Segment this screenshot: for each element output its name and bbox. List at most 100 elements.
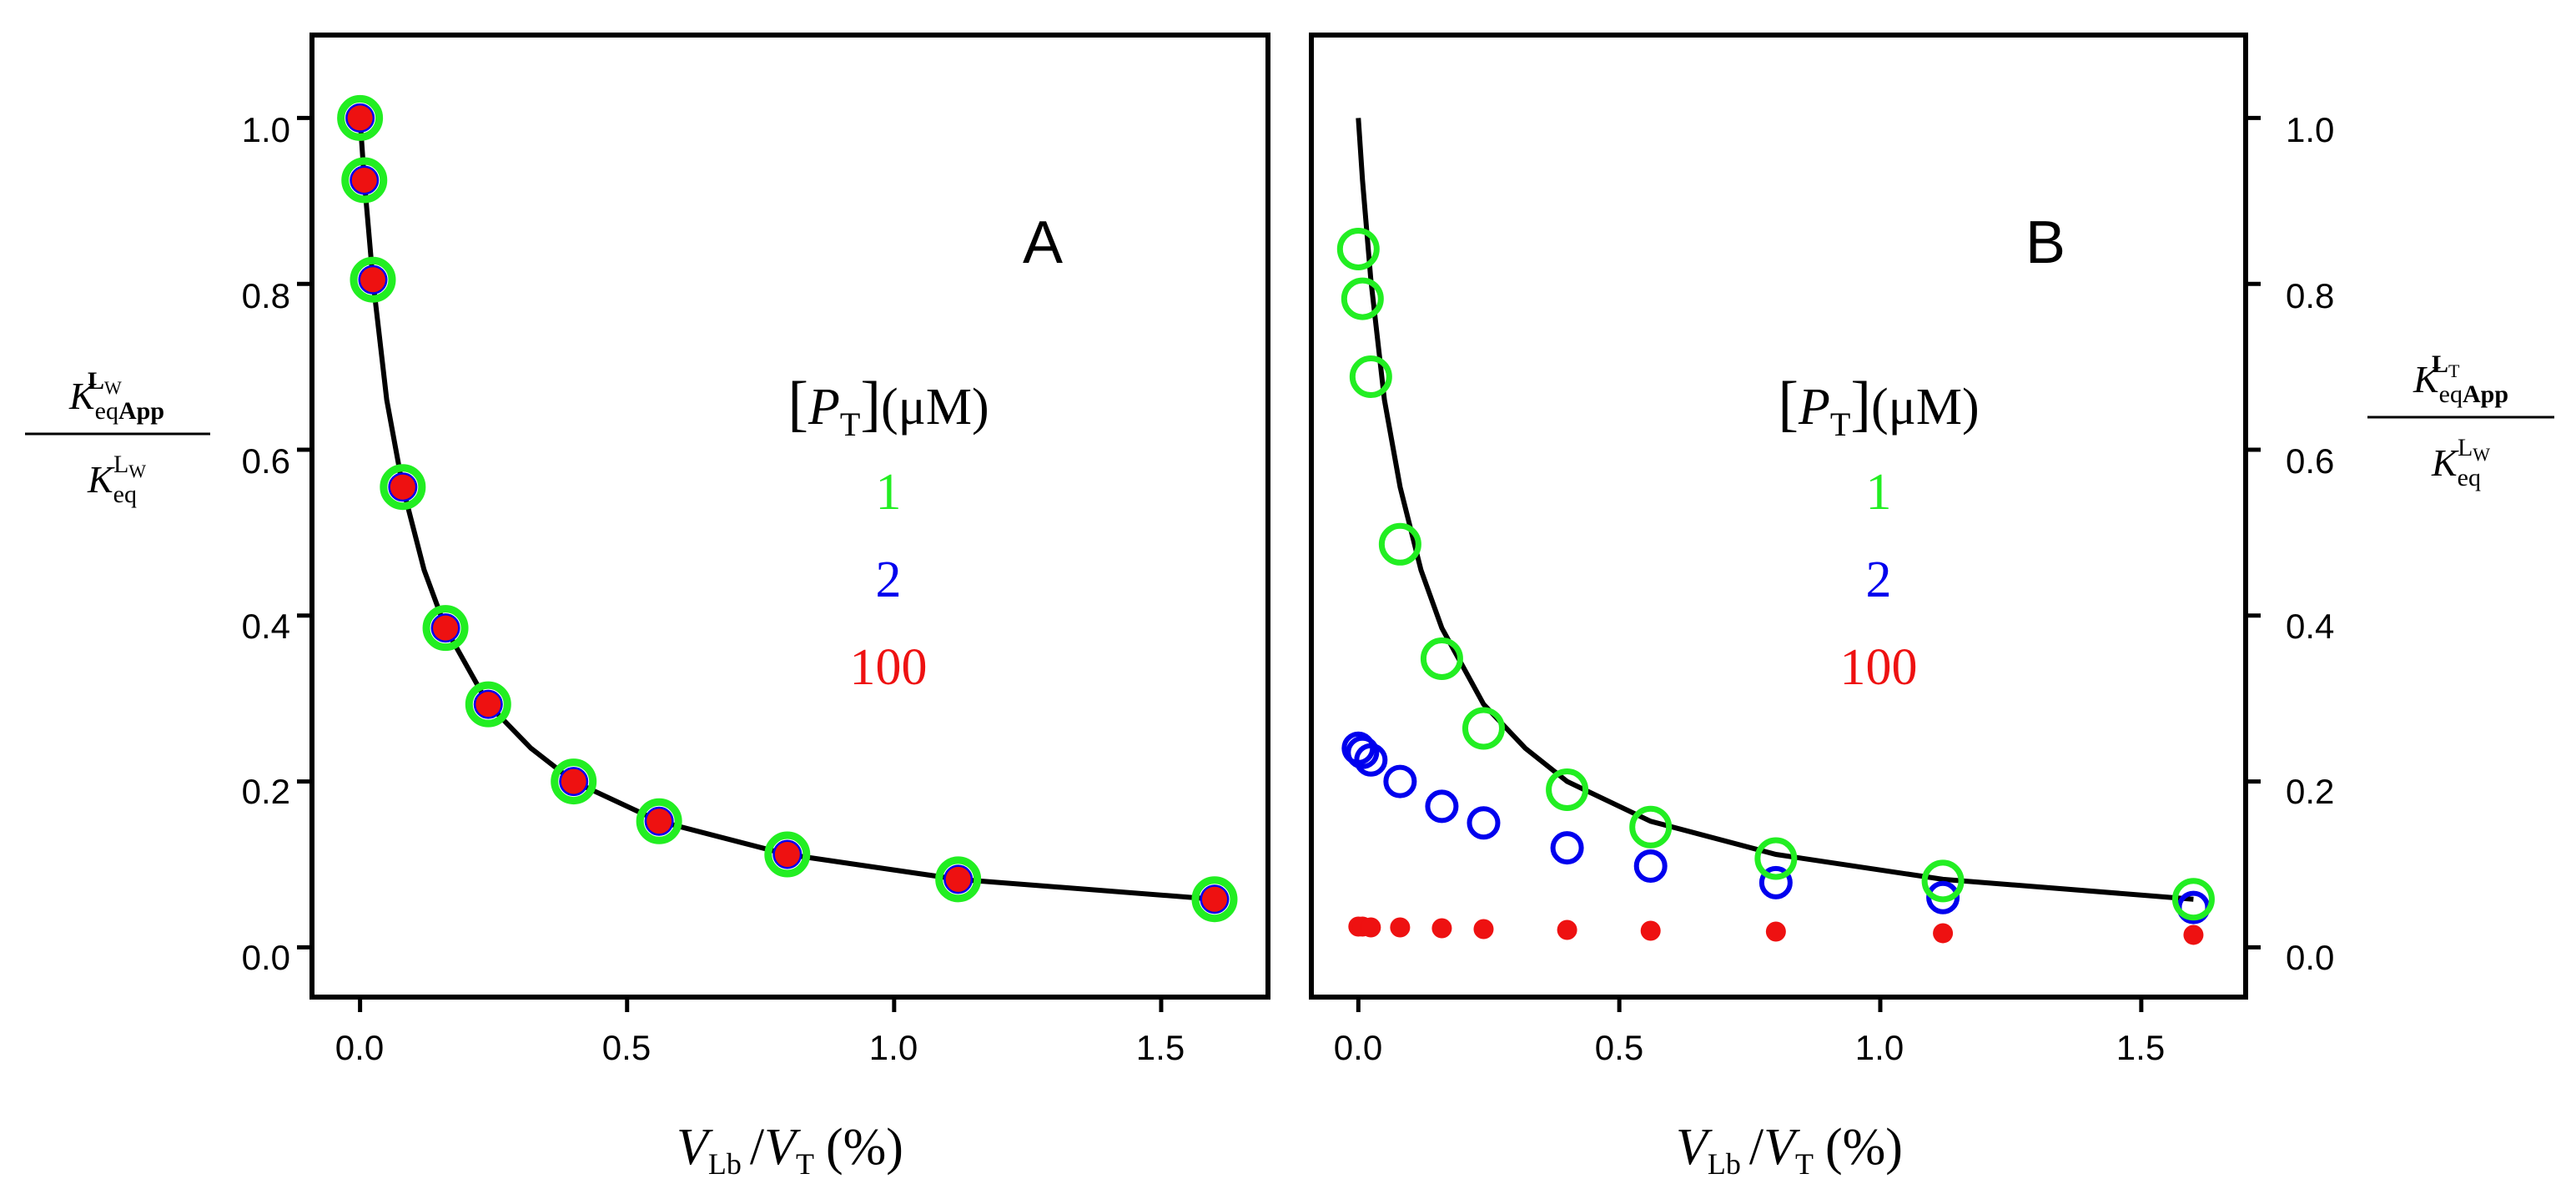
a-point-series-1: [380, 464, 426, 511]
a-point-series-1: [422, 605, 469, 652]
b-fit-curve: [1356, 118, 2194, 902]
b-point-series-2: [1550, 831, 1584, 865]
b-ytick-label: 0.0: [2286, 938, 2334, 977]
a-point-series-2: [772, 839, 802, 869]
panel-b: 1.0 0.8 0.6 0.4 0.2 0.0 0.0 0.5 1.0 1.5 …: [1309, 33, 2554, 1181]
b-point-series-100: [1557, 919, 1577, 940]
a-point-series-2: [358, 264, 388, 295]
b-point-series-2: [1346, 735, 1380, 769]
b-ytick-label: 0.4: [2286, 607, 2334, 646]
a-ytick-label: 0.2: [242, 772, 290, 811]
a-point-series-2: [1200, 884, 1230, 914]
a-legend: [PT](μM) 1 2 100: [787, 370, 989, 696]
a-point-series-1: [465, 681, 511, 728]
b-point-series-2: [1926, 880, 1960, 914]
b-point-series-1: [1349, 355, 1392, 399]
a-point-series-2: [473, 689, 503, 719]
a-ytick-label: 1.0: [242, 110, 290, 149]
b-point-series-2: [1633, 849, 1668, 883]
panel-a: 1.0 0.8 0.6 0.4 0.2 0.0 0.0 0.5 1.0 1.5 …: [25, 33, 1270, 1181]
b-point-series-1: [1420, 637, 1463, 680]
a-point-series-2: [350, 165, 380, 195]
b-panel-letter: B: [2025, 209, 2065, 276]
b-point-series-1: [2171, 878, 2215, 921]
a-legend-entry-100: 100: [850, 639, 928, 696]
a-ytick-label: 0.8: [242, 276, 290, 315]
a-point-series-100: [647, 809, 672, 834]
b-plot-frame: [1309, 33, 2248, 1000]
b-legend-title: [PT](μM): [1778, 370, 1979, 443]
b-point-series-100: [1933, 923, 1954, 944]
a-point-series-100: [433, 615, 459, 641]
a-point-series-2: [559, 767, 589, 797]
a-xtick-label: 1.5: [1136, 1028, 1185, 1067]
a-y-label-denominator: KeqLW: [87, 451, 146, 508]
a-y-axis-label: KeqAppLW KeqLW: [25, 367, 210, 508]
a-point-series-100: [360, 267, 385, 293]
panel-b-ticks: [1356, 115, 2261, 1012]
a-legend-entry-1: 1: [876, 464, 902, 521]
b-point-series-100: [1361, 917, 1381, 938]
b-legend: [PT](μM) 1 2 100: [1778, 370, 1979, 696]
a-point-series-2: [430, 613, 460, 643]
a-panel-letter: A: [1023, 209, 1063, 276]
b-xtick-label: 0.5: [1595, 1028, 1643, 1067]
a-xtick-label: 0.0: [335, 1028, 384, 1067]
a-point-series-1: [350, 256, 396, 303]
a-ytick-label: 0.6: [242, 441, 290, 481]
b-point-series-1: [1462, 707, 1505, 750]
a-point-series-2: [345, 103, 375, 133]
b-point-series-100: [2183, 924, 2204, 945]
b-x-axis-label: VLb/VT (%): [1676, 1119, 1903, 1181]
a-point-series-100: [1201, 886, 1227, 912]
a-xtick-label: 0.5: [602, 1028, 651, 1067]
b-y-label-denominator: KeqLW: [2431, 434, 2490, 491]
a-point-series-2: [644, 806, 674, 836]
a-point-series-100: [561, 768, 586, 794]
b-point-series-1: [1546, 768, 1589, 812]
a-point-series-1: [636, 798, 682, 844]
b-xtick-label: 0.0: [1334, 1028, 1382, 1067]
b-point-series-1: [1336, 227, 1380, 270]
a-point-series-100: [347, 105, 373, 131]
b-y-axis-label: KeqAppLT KeqLW: [2367, 350, 2554, 491]
a-ytick-label: 0.4: [242, 607, 290, 646]
a-ytick-label: 0.0: [242, 938, 290, 977]
a-point-series-2: [943, 864, 974, 894]
a-point-series-1: [1191, 876, 1238, 923]
a-plot-frame: [309, 33, 1270, 1000]
a-x-axis-label: VLb/VT (%): [677, 1119, 903, 1181]
a-point-series-2: [388, 472, 418, 502]
a-point-series-100: [774, 842, 800, 868]
b-xtick-label: 1.0: [1855, 1028, 1904, 1067]
b-point-series-100: [1390, 917, 1411, 938]
b-y-label-numerator: KeqAppLT: [2412, 350, 2508, 408]
a-legend-entry-2: 2: [876, 552, 902, 608]
a-point-series-1: [337, 94, 384, 141]
b-legend-entry-100: 100: [1840, 639, 1918, 696]
a-data-points: [337, 94, 1238, 923]
a-point-series-100: [475, 692, 501, 718]
b-point-series-100: [1640, 920, 1661, 941]
b-point-series-2: [1383, 764, 1417, 798]
a-legend-title: [PT](μM): [787, 370, 989, 443]
b-ytick-label: 0.8: [2286, 276, 2334, 315]
b-point-series-2: [1354, 743, 1388, 777]
a-point-series-100: [945, 866, 971, 892]
a-point-series-1: [551, 758, 597, 805]
a-y-label-numerator: KeqAppLW: [68, 367, 164, 425]
b-ytick-label: 0.2: [2286, 772, 2334, 811]
a-fit-curve: [357, 118, 1215, 902]
b-point-series-2: [1758, 865, 1793, 899]
b-point-series-1: [1629, 805, 1673, 849]
b-point-series-1: [1921, 859, 1965, 903]
b-point-series-2: [1425, 789, 1459, 824]
a-xtick-label: 1.0: [869, 1028, 918, 1067]
b-ytick-label: 1.0: [2286, 110, 2334, 149]
a-point-series-1: [341, 157, 388, 204]
b-ytick-label: 0.6: [2286, 441, 2334, 481]
b-legend-entry-2: 2: [1866, 552, 1892, 608]
b-point-series-2: [1467, 806, 1501, 840]
b-point-series-100: [1473, 919, 1494, 940]
